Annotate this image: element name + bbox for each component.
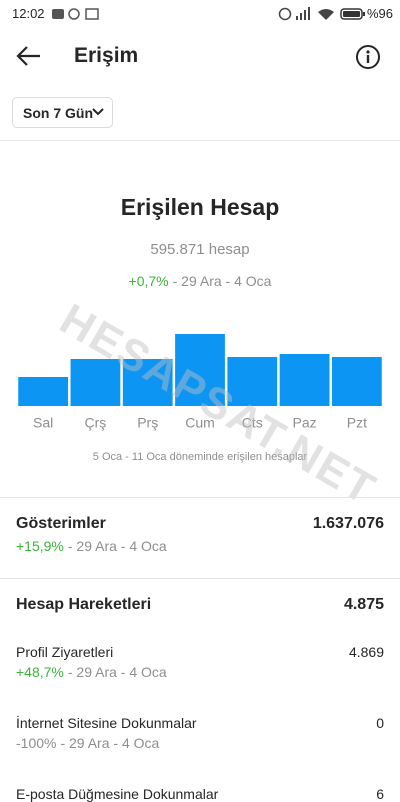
page-title: Erişim xyxy=(74,44,139,67)
x-tick-label: Prş xyxy=(137,415,158,431)
status-time: 12:02 xyxy=(12,6,45,21)
x-tick-label: Cum xyxy=(185,415,215,431)
bar xyxy=(18,377,69,406)
x-tick-label: Cts xyxy=(242,415,263,431)
reach-change-row: +0,7% - 29 Ara - 4 Oca xyxy=(0,273,400,289)
reach-change: +0,7% xyxy=(128,273,169,289)
bar xyxy=(175,334,225,406)
item-value: 0 xyxy=(376,715,384,731)
x-tick-label: Pzt xyxy=(347,415,367,431)
item-value: 6 xyxy=(376,786,384,802)
actions-title: Hesap Hareketleri xyxy=(16,596,152,613)
actions-value: 4.875 xyxy=(343,596,384,613)
notification-icons xyxy=(52,8,99,20)
bar xyxy=(122,359,173,406)
item-period: - 29 Ara - 4 Oca xyxy=(67,664,167,680)
battery-level: %96 xyxy=(367,6,394,21)
item-period: - 29 Ara - 4 Oca xyxy=(60,735,160,751)
reach-period: - 29 Ara - 4 Oca xyxy=(172,273,272,289)
chart-caption: 5 Oca - 11 Oca döneminde erişilen hesapl… xyxy=(92,451,308,463)
reach-title: Erişilen Hesap xyxy=(120,194,280,220)
system-icons xyxy=(278,7,334,21)
x-tick-label: Çrş xyxy=(85,415,107,431)
item-change: -100% xyxy=(16,735,57,751)
divider xyxy=(0,578,400,579)
impressions-period: - 29 Ara - 4 Oca xyxy=(67,538,167,554)
item-label: Profil Ziyaretleri xyxy=(16,644,114,660)
item-label: İnternet Sitesine Dokunmalar xyxy=(16,715,197,731)
impressions-title: Gösterimler xyxy=(16,515,106,532)
impressions-value: 1.637.076 xyxy=(312,515,384,532)
x-tick-label: Paz xyxy=(293,415,317,431)
item-change-row: -100% - 29 Ara - 4 Oca xyxy=(16,735,159,751)
date-filter[interactable]: Son 7 Gün xyxy=(12,97,113,128)
battery-icon xyxy=(340,8,365,20)
date-filter-label: Son 7 Gün xyxy=(23,105,93,121)
item-change-row: +48,7% - 29 Ara - 4 Oca xyxy=(16,664,167,680)
item-value: 4.869 xyxy=(348,644,384,660)
bar xyxy=(70,359,121,406)
divider xyxy=(0,140,400,141)
item-label: E-posta Düğmesine Dokunmalar xyxy=(16,786,219,802)
bar xyxy=(227,357,278,406)
back-button[interactable] xyxy=(14,44,42,68)
divider xyxy=(0,497,400,498)
info-button[interactable] xyxy=(355,44,381,70)
impressions-change: +15,9% xyxy=(16,538,64,554)
dropdown-caret xyxy=(92,108,104,116)
reach-count: 595.871 hesap xyxy=(150,241,250,258)
reach-chart: Sal Çrş Prş Cum Cts Paz Pzt xyxy=(18,334,382,431)
impressions-change-row: +15,9% - 29 Ara - 4 Oca xyxy=(16,538,167,554)
bar xyxy=(331,357,382,406)
x-tick-label: Sal xyxy=(33,415,53,431)
bar xyxy=(279,354,330,406)
item-change: +48,7% xyxy=(16,664,64,680)
